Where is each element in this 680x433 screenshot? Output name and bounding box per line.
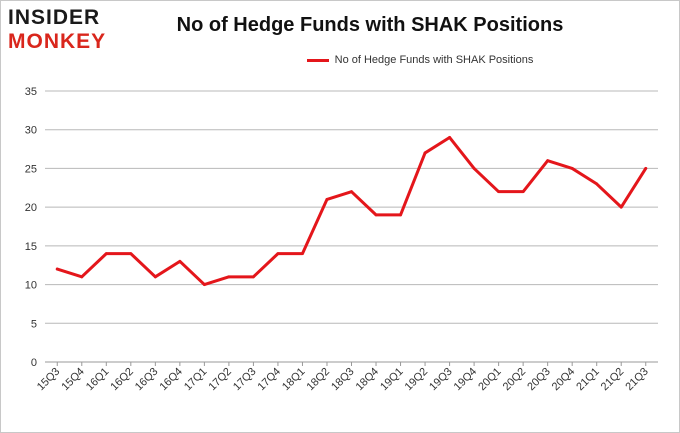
x-tick-label: 19Q2 (403, 366, 431, 394)
data-point (227, 275, 231, 279)
y-tick-label: 30 (25, 125, 37, 137)
x-tick-label: 18Q2 (305, 366, 333, 394)
x-tick-label: 18Q3 (329, 366, 357, 394)
data-point (301, 252, 304, 256)
legend-swatch (306, 58, 329, 62)
data-point (55, 267, 59, 271)
data-point (252, 275, 255, 279)
chart-legend: No of Hedge Funds with SHAK Positions (0, 54, 680, 66)
y-tick-label: 5 (31, 318, 37, 330)
logo-line-2: MONKEY (8, 30, 107, 53)
x-tick-label: 19Q1 (378, 366, 406, 394)
x-tick-label: 16Q2 (108, 366, 136, 394)
series-line (55, 135, 648, 287)
data-point (202, 283, 206, 286)
data-point (644, 167, 648, 170)
y-tick-label: 0 (31, 357, 37, 369)
y-tick-label: 15 (25, 241, 37, 253)
data-point (570, 167, 574, 170)
x-tick-label: 17Q2 (206, 366, 234, 394)
x-tick-label: 16Q3 (133, 366, 161, 394)
legend-label: No of Hedge Funds with SHAK Positions (334, 54, 534, 66)
x-tick-label: 20Q2 (501, 366, 529, 394)
data-point (399, 213, 402, 217)
data-point (178, 259, 182, 263)
x-tick-label: 21Q2 (599, 366, 627, 394)
x-tick-label: 20Q3 (525, 366, 553, 394)
x-tick-label: 15Q4 (59, 366, 87, 394)
chart-title: No of Hedge Funds with SHAK Positions (176, 14, 564, 36)
data-point (80, 275, 84, 279)
data-point (423, 151, 427, 155)
data-point (521, 190, 525, 194)
data-point (325, 198, 329, 201)
data-point (595, 182, 599, 186)
y-tick-label: 35 (25, 86, 37, 98)
data-point (104, 252, 108, 256)
x-tick-label: 19Q3 (427, 366, 455, 394)
data-point (448, 136, 451, 139)
x-tick-label: 17Q4 (256, 366, 284, 394)
x-tick-label: 19Q4 (452, 366, 480, 394)
y-tick-label: 20 (25, 202, 37, 214)
x-tick-label: 16Q4 (157, 366, 185, 394)
data-point (497, 190, 501, 194)
x-tick-label: 20Q4 (550, 366, 578, 394)
data-point (619, 205, 623, 209)
x-tick-label: 17Q3 (231, 366, 259, 394)
data-point (153, 275, 157, 279)
x-tick-label: 18Q1 (280, 366, 308, 394)
x-tick-label: 17Q1 (182, 366, 210, 394)
x-tick-label: 21Q1 (574, 366, 602, 394)
data-point (350, 190, 353, 194)
x-tick-label: 20Q1 (476, 366, 504, 394)
x-tick-label: 15Q3 (35, 366, 63, 394)
y-tick-label: 10 (25, 280, 37, 292)
y-tick-label: 25 (25, 163, 37, 175)
data-point (129, 252, 133, 256)
data-point (546, 159, 550, 163)
logo-line-1: INSIDER (8, 6, 101, 29)
x-tick-label: 16Q1 (84, 366, 112, 394)
data-point (374, 213, 378, 217)
data-point (276, 252, 280, 256)
x-tick-label: 18Q4 (354, 366, 382, 394)
data-point (472, 167, 476, 170)
insider-monkey-logo: INSIDER MONKEY (8, 6, 130, 56)
x-tick-label: 21Q3 (623, 366, 651, 394)
